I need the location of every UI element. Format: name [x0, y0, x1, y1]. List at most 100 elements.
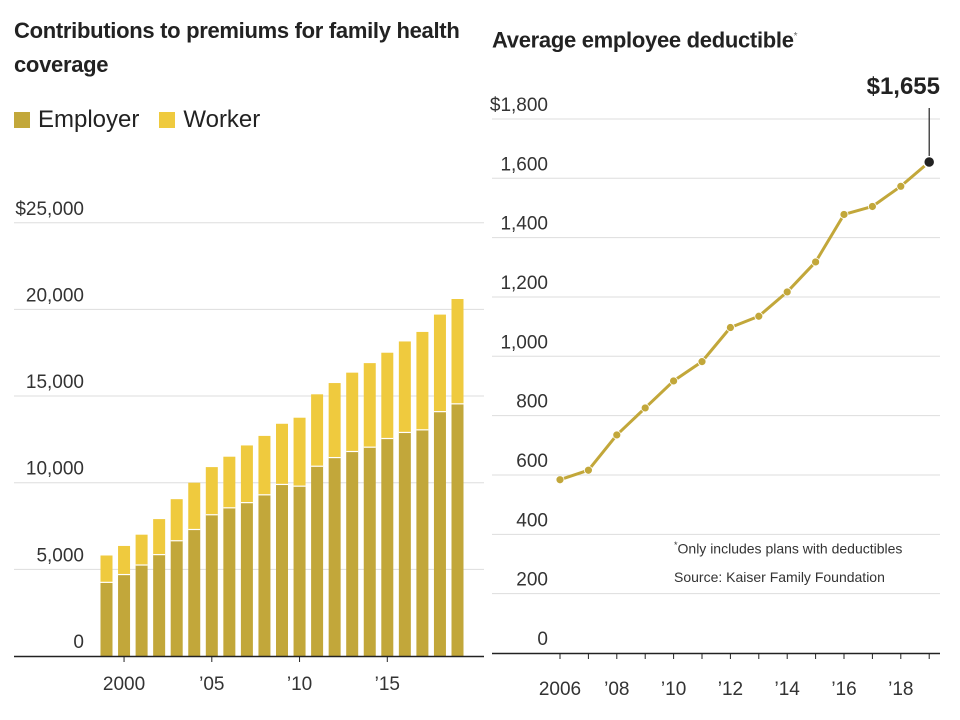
- bar-worker: [311, 394, 324, 467]
- bar-worker: [293, 417, 306, 487]
- legend-label-worker: Worker: [183, 106, 261, 133]
- bar-worker: [363, 363, 376, 448]
- bar-worker: [118, 545, 131, 575]
- right-y-tick-label: 800: [516, 392, 548, 413]
- bar-worker: [433, 314, 446, 412]
- bar-employer: [398, 432, 411, 656]
- deductible-point: [782, 287, 792, 297]
- bar-employer: [293, 486, 306, 656]
- deductible-point: [811, 257, 820, 267]
- bar-employer: [311, 466, 324, 656]
- left-y-tick-label: $25,000: [15, 199, 84, 220]
- left-x-tick-label: ’15: [375, 674, 400, 695]
- deductible-point: [612, 430, 622, 440]
- footnote-text: Only includes plans with deductibles: [677, 540, 903, 557]
- title-footnote-marker: *: [793, 31, 798, 42]
- deductible-point: [697, 357, 707, 367]
- bar-employer: [153, 554, 166, 656]
- bar-employer: [188, 529, 201, 656]
- deductible-point: [754, 311, 764, 321]
- right-x-tick-label: ’10: [661, 679, 686, 700]
- bar-employer: [346, 451, 359, 656]
- right-y-tick-label: 200: [516, 570, 548, 591]
- left-y-tick-label: 15,000: [26, 372, 84, 393]
- bar-employer: [328, 457, 341, 656]
- bar-worker: [135, 534, 148, 566]
- bar-worker: [205, 467, 218, 515]
- bar-employer: [118, 574, 131, 656]
- bar-employer: [416, 429, 429, 656]
- deductible-point: [896, 181, 906, 191]
- deductible-point: [669, 376, 678, 386]
- deductible-point: [584, 465, 593, 475]
- right-x-tick-label: 2006: [539, 679, 581, 700]
- bar-worker: [153, 519, 166, 555]
- right-chart-title-text: Average employee deductible: [492, 27, 794, 53]
- bar-employer: [258, 494, 271, 656]
- right-x-tick-label: ’12: [718, 679, 743, 700]
- bar-worker: [451, 299, 464, 404]
- deductible-point: [555, 475, 565, 485]
- bar-employer: [100, 582, 113, 656]
- right-chart-title: Average employee deductible*: [492, 20, 798, 57]
- right-x-tick-label: ’14: [775, 679, 801, 700]
- right-x-tick-label: ’18: [888, 679, 913, 700]
- bar-employer: [433, 411, 446, 656]
- bar-employer: [223, 507, 236, 656]
- legend-item-worker: Worker: [159, 106, 260, 134]
- right-y-tick-label: 1,200: [500, 273, 548, 294]
- right-x-tick-label: ’16: [831, 679, 856, 700]
- bar-worker: [416, 331, 429, 430]
- left-x-tick-label: ’05: [199, 674, 224, 695]
- legend-swatch-employer: [14, 112, 30, 128]
- footnote: *Only includes plans with deductibles: [674, 540, 902, 557]
- left-chart-title: Contributions to premiums for family hea…: [14, 18, 460, 77]
- bar-employer: [170, 540, 183, 656]
- left-y-tick-label: 20,000: [26, 285, 84, 306]
- right-y-tick-label: 0: [537, 629, 548, 650]
- bar-employer: [240, 502, 253, 656]
- bar-employer: [135, 565, 148, 656]
- bar-employer: [381, 438, 394, 656]
- deductible-point: [868, 202, 877, 211]
- bar-worker: [258, 435, 271, 495]
- left-x-tick-label: 2000: [103, 674, 145, 695]
- bar-worker: [223, 456, 236, 508]
- source-note: Source: Kaiser Family Foundation: [674, 569, 885, 585]
- right-x-tick-label: ’08: [604, 679, 629, 700]
- deductible-point: [839, 210, 849, 219]
- legend-item-employer: Employer: [14, 106, 139, 134]
- left-y-tick-label: 5,000: [36, 545, 84, 566]
- bar-employer: [363, 447, 376, 656]
- right-y-tick-label: $1,800: [490, 95, 548, 116]
- bar-worker: [398, 341, 411, 433]
- bar-worker: [381, 352, 394, 439]
- left-x-tick-label: ’10: [287, 674, 312, 695]
- bar-worker: [100, 555, 113, 583]
- legend-label-employer: Employer: [38, 106, 140, 133]
- deductible-point: [640, 403, 650, 413]
- right-y-tick-label: 400: [516, 510, 548, 531]
- right-y-tick-label: 600: [516, 451, 548, 472]
- bar-worker: [188, 482, 201, 530]
- right-y-tick-label: 1,000: [500, 332, 548, 353]
- bar-worker: [346, 372, 359, 452]
- legend-swatch-worker: [159, 112, 176, 128]
- bar-worker: [240, 445, 253, 503]
- right-y-tick-label: 1,400: [500, 214, 548, 235]
- bar-worker: [328, 383, 341, 458]
- left-y-tick-label: 10,000: [26, 459, 84, 480]
- callout-label: $1,655: [867, 73, 940, 100]
- footnote-marker: *: [674, 540, 678, 550]
- bar-employer: [205, 514, 218, 656]
- right-y-tick-label: 1,600: [500, 154, 548, 175]
- bar-worker: [276, 423, 288, 485]
- deductible-point: [726, 323, 735, 332]
- highlight-point: [922, 155, 936, 169]
- left-y-tick-label: 0: [73, 632, 84, 653]
- bar-worker: [170, 499, 183, 541]
- bar-employer: [451, 403, 464, 656]
- legend: Employer Worker: [14, 106, 280, 134]
- bar-employer: [276, 484, 288, 656]
